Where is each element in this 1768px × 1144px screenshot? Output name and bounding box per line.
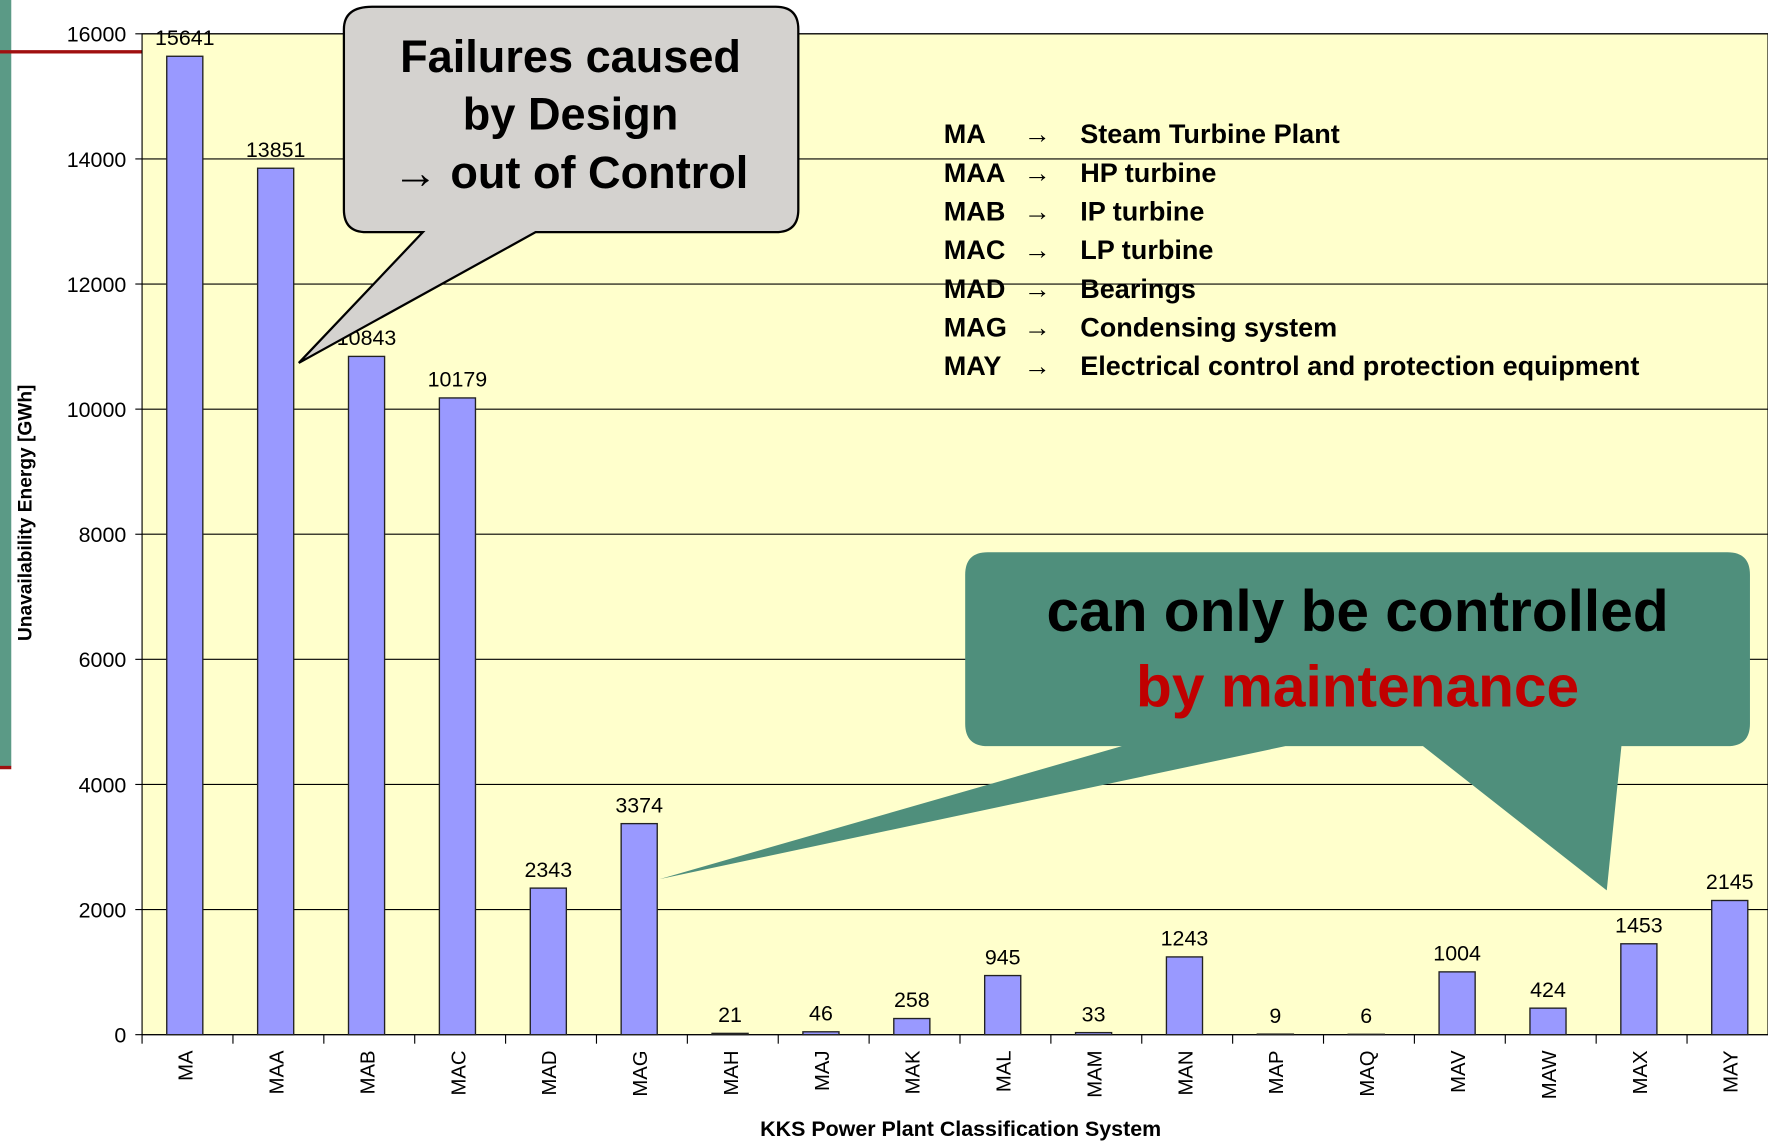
bar xyxy=(256,167,295,1036)
bar xyxy=(983,974,1022,1036)
x-tick-label: MAG xyxy=(630,1050,652,1096)
x-tick-label: MAP xyxy=(1266,1050,1288,1094)
note-description: Steam Turbine Plant xyxy=(1080,119,1340,149)
data-label: 33 xyxy=(1082,1002,1106,1026)
data-label: 1243 xyxy=(1161,927,1209,951)
bar xyxy=(1074,1031,1113,1036)
data-label: 15641 xyxy=(155,26,215,50)
bar xyxy=(711,1032,749,1036)
x-tick-label: MAY xyxy=(1721,1050,1743,1093)
side-strip xyxy=(0,0,12,767)
x-axis-label: KKS Power Plant Classification System xyxy=(760,1117,1161,1141)
note-arrow: → xyxy=(1024,119,1051,149)
bar xyxy=(529,887,568,1036)
data-label: 46 xyxy=(809,1002,833,1026)
note-arrow: → xyxy=(1024,196,1051,226)
y-tick-label: 12000 xyxy=(67,273,127,297)
note-description: LP turbine xyxy=(1080,235,1213,265)
bar xyxy=(1529,1007,1567,1036)
bar xyxy=(893,1017,931,1036)
x-tick-label: MAN xyxy=(1175,1050,1197,1095)
note-code: MAG xyxy=(944,312,1007,342)
data-label: 3374 xyxy=(615,793,663,817)
y-tick-label: 8000 xyxy=(79,523,127,547)
y-tick-label: 16000 xyxy=(67,23,127,47)
x-tick-label: MAC xyxy=(448,1050,470,1095)
data-label: 10179 xyxy=(428,368,488,392)
x-tick-label: MAB xyxy=(357,1050,379,1094)
note-arrow: → xyxy=(1024,351,1051,381)
bar xyxy=(1620,943,1658,1036)
data-label: 13851 xyxy=(246,138,306,162)
note-arrow: → xyxy=(1024,274,1051,304)
legend-notes: MA → Steam Turbine Plant MAA → HP turbine MAB →… xyxy=(944,119,1640,381)
note-code: MAC xyxy=(944,235,1006,265)
data-label: 9 xyxy=(1269,1004,1281,1028)
callout-text: by maintenance xyxy=(1136,655,1579,720)
note-description: Condensing system xyxy=(1080,312,1337,342)
bar xyxy=(1256,1033,1295,1036)
x-tick-label: MAW xyxy=(1539,1050,1561,1100)
note-code: MAY xyxy=(944,351,1002,381)
bar xyxy=(166,55,204,1036)
bar xyxy=(1438,971,1476,1036)
callout-text: → out of Control xyxy=(393,147,749,198)
callout-text: Failures caused xyxy=(400,31,741,82)
x-tick-label: MAV xyxy=(1448,1050,1470,1093)
note-arrow: → xyxy=(1024,158,1051,188)
callout-maintenance xyxy=(659,552,1750,891)
x-tick-label: MAL xyxy=(994,1050,1016,1092)
x-tick-label: MAK xyxy=(903,1050,925,1094)
data-label: 6 xyxy=(1360,1004,1372,1028)
bar xyxy=(1711,899,1749,1036)
data-label: 945 xyxy=(985,945,1021,969)
data-label: 424 xyxy=(1530,978,1566,1002)
bar xyxy=(438,397,477,1036)
x-tick-label: MAA xyxy=(267,1050,289,1094)
x-tick-label: MAH xyxy=(721,1050,743,1095)
data-label: 2343 xyxy=(524,858,572,882)
x-tick-label: MAX xyxy=(1630,1050,1652,1094)
data-label: 21 xyxy=(718,1003,742,1027)
callout-text: can only be controlled xyxy=(1047,579,1669,644)
note-description: Bearings xyxy=(1080,274,1196,304)
y-tick-label: 4000 xyxy=(79,773,127,797)
y-tick-label: 0 xyxy=(114,1024,126,1048)
callout-text: by Design xyxy=(463,89,678,140)
note-code: MAA xyxy=(944,158,1006,188)
note-description: Electrical control and protection equipm… xyxy=(1080,351,1639,381)
bar xyxy=(620,822,658,1036)
y-tick-label: 2000 xyxy=(79,898,127,922)
y-tick-label: 14000 xyxy=(67,148,127,172)
grid: 0 2000 4000 6000 8000 10000 12000 14000 16000 xyxy=(67,23,1768,1048)
note-arrow: → xyxy=(1024,312,1051,342)
note-description: IP turbine xyxy=(1080,196,1204,226)
x-tick-label: MAM xyxy=(1084,1050,1106,1097)
bar xyxy=(347,355,386,1036)
data-label: 1453 xyxy=(1615,914,1663,938)
bar xyxy=(802,1031,840,1036)
x-tick-label: MA xyxy=(176,1050,198,1081)
note-code: MAB xyxy=(944,196,1006,226)
note-code: MA xyxy=(944,119,986,149)
note-description: HP turbine xyxy=(1080,158,1216,188)
x-tick-label: MAQ xyxy=(1357,1050,1379,1096)
y-axis-label: Unavailability Energy [GWh] xyxy=(16,385,37,641)
x-tick-label: MAJ xyxy=(812,1050,834,1091)
note-code: MAD xyxy=(944,274,1006,304)
data-label: 1004 xyxy=(1433,942,1481,966)
note-arrow: → xyxy=(1024,235,1051,265)
x-tick-label: MAD xyxy=(539,1050,561,1095)
y-tick-label: 6000 xyxy=(79,648,127,672)
data-label: 2145 xyxy=(1706,870,1754,894)
bar xyxy=(1165,956,1204,1036)
y-tick-label: 10000 xyxy=(67,398,127,422)
callout-design xyxy=(297,5,800,364)
bars: MA15641MAA13851MAB10843MAC10179MAD2343MA… xyxy=(141,26,1754,1100)
data-label: 258 xyxy=(894,988,930,1012)
